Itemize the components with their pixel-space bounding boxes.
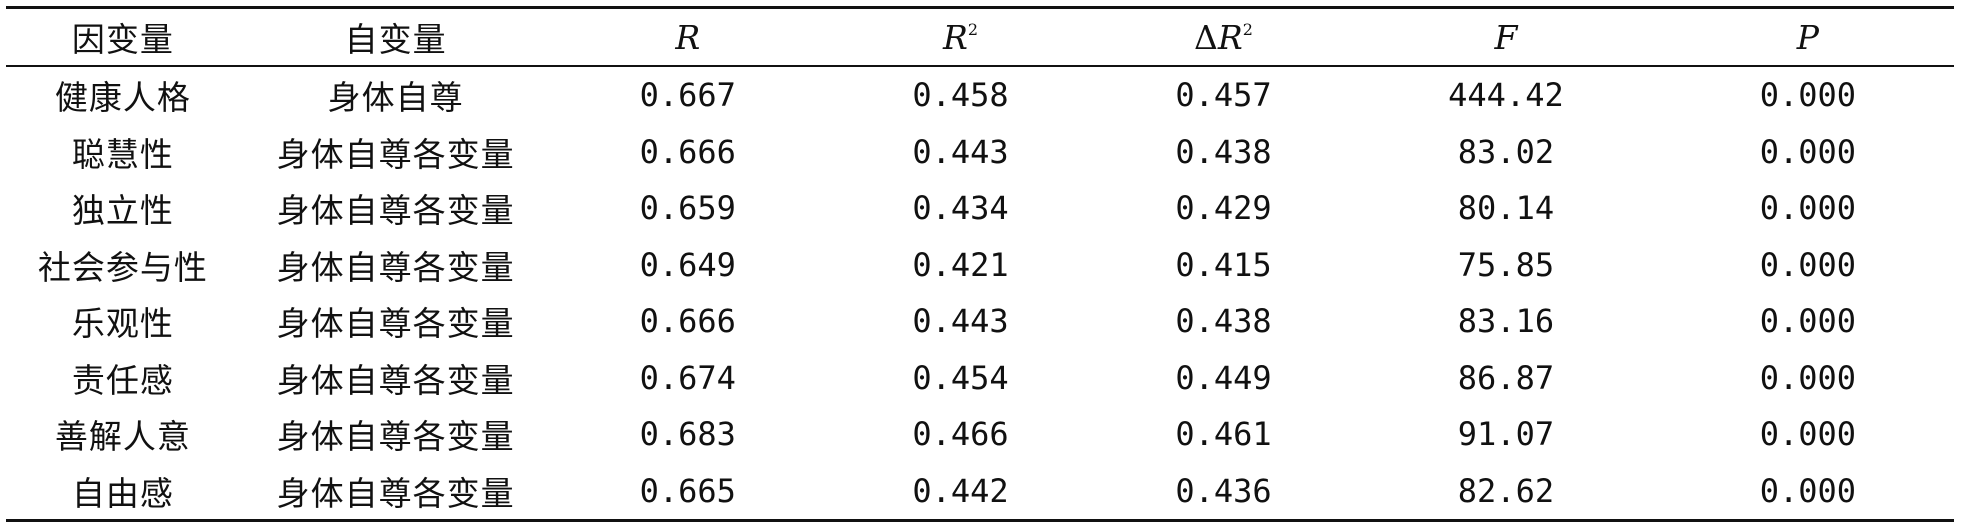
cell-independent: 身体自尊 <box>327 78 464 118</box>
regression-table: 因变量 自变量 R R2 ΔR2 F P 健康人格 身体自尊 0.667 0.4… <box>6 6 1954 522</box>
cell-independent: 身体自尊各变量 <box>276 473 515 513</box>
cell-delta-r-squared: 0.449 <box>1175 358 1272 397</box>
cell-p: 0.000 <box>1759 132 1857 171</box>
cell-r: 0.666 <box>639 302 736 341</box>
cell-delta-r-squared: 0.438 <box>1175 302 1272 341</box>
cell-r: 0.674 <box>639 358 736 397</box>
cell-delta-r-squared: 0.429 <box>1175 189 1272 228</box>
header-r-squared-exponent: 2 <box>967 19 979 39</box>
cell-dependent: 独立性 <box>71 191 174 231</box>
cell-delta-r-squared: 0.461 <box>1175 415 1272 454</box>
cell-independent: 身体自尊各变量 <box>276 360 515 400</box>
header-f-label: F <box>1494 17 1518 57</box>
cell-r-squared: 0.466 <box>912 415 1009 454</box>
cell-p: 0.000 <box>1759 415 1857 454</box>
table-row: 聪慧性 身体自尊各变量 0.666 0.443 0.438 83.02 0.00… <box>6 124 1954 181</box>
table-row: 乐观性 身体自尊各变量 0.666 0.443 0.438 83.16 0.00… <box>6 293 1954 350</box>
cell-dependent: 责任感 <box>71 360 174 400</box>
cell-f: 80.14 <box>1457 189 1555 228</box>
cell-dependent: 乐观性 <box>71 304 174 344</box>
header-p: P <box>1662 8 1954 67</box>
cell-r-squared: 0.454 <box>912 358 1009 397</box>
header-independent-variable: 自变量 <box>344 20 447 59</box>
cell-independent: 身体自尊各变量 <box>276 247 515 287</box>
cell-f: 444.42 <box>1448 76 1564 115</box>
cell-p: 0.000 <box>1759 358 1857 397</box>
header-delta-r-squared-exponent: 2 <box>1242 19 1253 39</box>
table-row: 社会参与性 身体自尊各变量 0.649 0.421 0.415 75.85 0.… <box>6 237 1954 294</box>
cell-r: 0.659 <box>639 189 736 228</box>
cell-p: 0.000 <box>1759 76 1857 115</box>
regression-table-container: 因变量 自变量 R R2 ΔR2 F P 健康人格 身体自尊 0.667 0.4… <box>6 6 1954 521</box>
table-row: 善解人意 身体自尊各变量 0.683 0.466 0.461 91.07 0.0… <box>6 406 1954 463</box>
header-r-squared: R2 <box>824 8 1097 67</box>
cell-r: 0.683 <box>639 415 736 454</box>
cell-r: 0.666 <box>639 132 736 171</box>
table-row: 责任感 身体自尊各变量 0.674 0.454 0.449 86.87 0.00… <box>6 350 1954 407</box>
header-p-label: P <box>1796 17 1819 57</box>
header-row: 因变量 自变量 R R2 ΔR2 F P <box>6 7 1954 67</box>
cell-r-squared: 0.421 <box>912 245 1009 284</box>
cell-delta-r-squared: 0.438 <box>1175 132 1272 171</box>
cell-independent: 身体自尊各变量 <box>276 191 515 231</box>
cell-r: 0.667 <box>639 76 736 115</box>
cell-independent: 身体自尊各变量 <box>276 134 515 174</box>
cell-f: 83.16 <box>1457 302 1555 341</box>
cell-f: 83.02 <box>1457 132 1555 171</box>
header-delta-r-squared: ΔR2 <box>1097 8 1350 67</box>
cell-r-squared: 0.458 <box>912 76 1009 115</box>
cell-p: 0.000 <box>1759 302 1857 341</box>
cell-dependent: 社会参与性 <box>37 247 208 287</box>
header-r-squared-base: R <box>942 17 968 57</box>
cell-delta-r-squared: 0.415 <box>1175 245 1272 284</box>
table-row: 独立性 身体自尊各变量 0.659 0.434 0.429 80.14 0.00… <box>6 180 1954 237</box>
cell-independent: 身体自尊各变量 <box>276 304 515 344</box>
header-f: F <box>1350 8 1662 67</box>
cell-independent: 身体自尊各变量 <box>276 417 515 457</box>
cell-dependent: 聪慧性 <box>71 134 174 174</box>
cell-r-squared: 0.442 <box>912 471 1009 510</box>
cell-f: 75.85 <box>1457 245 1555 284</box>
table-body: 健康人格 身体自尊 0.667 0.458 0.457 444.42 0.000… <box>6 66 1954 521</box>
header-delta-symbol: Δ <box>1194 17 1218 57</box>
cell-r: 0.665 <box>639 471 736 510</box>
header-r: R <box>551 8 824 67</box>
header-r-label: R <box>675 17 701 57</box>
cell-dependent: 健康人格 <box>54 78 191 118</box>
cell-r-squared: 0.434 <box>912 189 1009 228</box>
header-delta-r-squared-base: R <box>1217 17 1243 57</box>
cell-dependent: 自由感 <box>71 473 174 513</box>
cell-r-squared: 0.443 <box>912 302 1009 341</box>
cell-f: 86.87 <box>1457 358 1555 397</box>
cell-p: 0.000 <box>1759 471 1857 510</box>
cell-f: 91.07 <box>1457 415 1555 454</box>
cell-r-squared: 0.443 <box>912 132 1009 171</box>
table-header: 因变量 自变量 R R2 ΔR2 F P <box>6 7 1954 67</box>
cell-delta-r-squared: 0.457 <box>1175 76 1272 115</box>
cell-p: 0.000 <box>1759 245 1857 284</box>
cell-delta-r-squared: 0.436 <box>1175 471 1272 510</box>
cell-r: 0.649 <box>639 245 736 284</box>
table-row: 健康人格 身体自尊 0.667 0.458 0.457 444.42 0.000 <box>6 66 1954 124</box>
cell-p: 0.000 <box>1759 189 1857 228</box>
table-row: 自由感 身体自尊各变量 0.665 0.442 0.436 82.62 0.00… <box>6 463 1954 521</box>
cell-dependent: 善解人意 <box>54 417 191 457</box>
cell-f: 82.62 <box>1457 471 1555 510</box>
header-dependent-variable: 因变量 <box>71 20 174 59</box>
